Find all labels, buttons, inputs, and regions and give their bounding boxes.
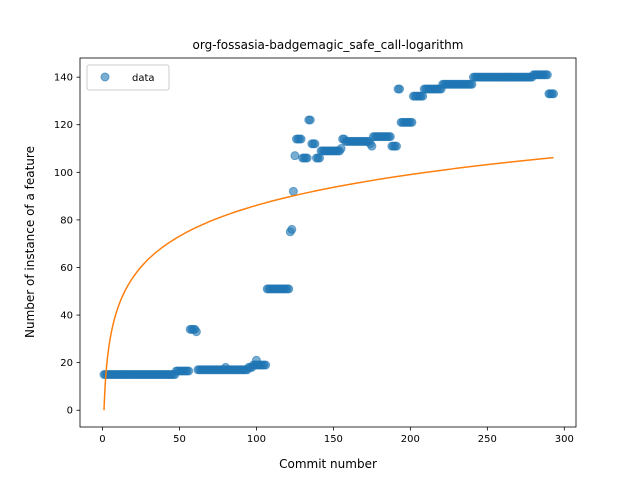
data-point <box>549 89 559 99</box>
data-point <box>221 362 231 372</box>
plot-area <box>79 57 577 428</box>
data-point <box>284 284 294 294</box>
data-point <box>305 115 315 125</box>
x-tick-label: 200 <box>401 434 420 445</box>
data-point <box>261 360 271 370</box>
data-point <box>191 327 201 337</box>
data-point <box>290 151 300 161</box>
data-point <box>407 117 417 127</box>
data-point <box>287 224 297 234</box>
data-point <box>385 132 395 142</box>
data-point <box>542 70 552 80</box>
chart-title: org-fossasia-badgemagic_safe_call-logari… <box>193 38 464 52</box>
data-point <box>395 84 405 94</box>
x-axis: 0 50 100 150 200 250 300 <box>99 427 574 445</box>
data-point <box>288 186 298 196</box>
series-data <box>99 70 559 380</box>
data-point <box>336 144 346 154</box>
data-point <box>392 141 401 151</box>
data-point <box>302 153 312 163</box>
data-point <box>184 366 194 376</box>
y-tick-label: 120 <box>54 120 73 131</box>
x-tick-label: 150 <box>324 434 343 445</box>
y-tick-label: 100 <box>54 168 73 179</box>
legend-marker-data <box>100 72 110 82</box>
x-tick-label: 50 <box>173 434 186 445</box>
data-point <box>296 134 306 144</box>
y-axis: 0 20 40 60 80 100 120 140 <box>54 73 80 417</box>
y-axis-label: Number of instance of a feature <box>23 146 37 338</box>
x-tick-label: 100 <box>247 434 266 445</box>
data-point <box>310 139 320 149</box>
y-tick-label: 40 <box>60 311 73 322</box>
plot-frame <box>79 57 577 428</box>
legend-box <box>86 64 170 91</box>
y-tick-label: 140 <box>54 73 73 84</box>
x-axis-label: Commit number <box>279 457 377 471</box>
y-tick-label: 80 <box>60 215 73 226</box>
y-tick-label: 0 <box>67 406 73 417</box>
y-tick-label: 60 <box>60 263 73 274</box>
data-point <box>367 141 377 151</box>
x-tick-label: 300 <box>555 434 574 445</box>
legend: data <box>86 64 170 91</box>
legend-label-data: data <box>132 73 155 84</box>
fit-line <box>103 156 554 411</box>
x-tick-label: 0 <box>99 434 105 445</box>
y-tick-label: 20 <box>60 358 73 369</box>
x-tick-label: 250 <box>478 434 497 445</box>
